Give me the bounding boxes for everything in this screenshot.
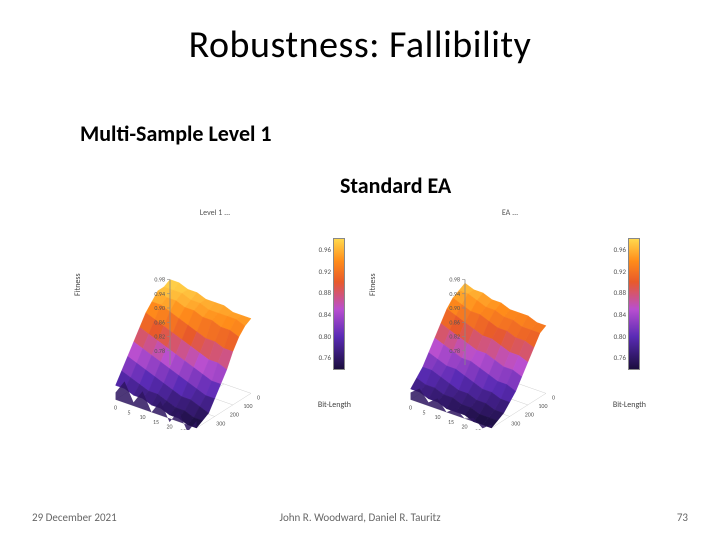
yaxis-label-right: Bit-Length [613,400,646,410]
svg-text:400: 400 [203,428,212,430]
svg-text:10: 10 [140,413,146,421]
svg-text:15: 15 [153,418,159,426]
zaxis-label-right: Fitness [368,273,378,296]
colorbar-tick: 0.76 [319,353,331,362]
zaxis-label-left: Fitness [73,273,83,296]
svg-text:20: 20 [167,423,173,430]
svg-text:300: 300 [511,419,520,427]
yaxis-label-left: Bit-Length [318,400,351,410]
svg-text:15: 15 [448,418,454,426]
slide-title: Robustness: Fallibility [0,22,720,68]
svg-text:10: 10 [435,413,441,421]
svg-text:0.98: 0.98 [154,276,165,284]
svg-text:0.86: 0.86 [154,318,165,326]
svg-text:0: 0 [257,393,260,401]
plot-title-right: EA ... [370,208,650,218]
colorbar-tick: 0.96 [319,245,331,254]
svg-text:25: 25 [180,427,186,430]
svg-text:400: 400 [498,428,507,430]
subtitle-multi-sample: Multi-Sample Level 1 [80,120,272,147]
slide: Robustness: Fallibility Multi-Sample Lev… [0,0,720,540]
colorbar-tick: 0.88 [614,288,626,297]
svg-text:25: 25 [475,427,481,430]
svg-text:300: 300 [216,419,225,427]
svg-text:0: 0 [552,393,555,401]
colorbar-left [333,238,345,370]
surface-svg-left: 0.78 0.82 0.86 0.90 0.94 0.98 0 5 10 15 20 25 300 100… [75,210,355,430]
colorbar-right [628,238,640,370]
svg-text:20: 20 [462,423,468,430]
colorbar-tick: 0.76 [614,353,626,362]
svg-text:200: 200 [230,411,239,419]
colorbar-tick: 0.88 [319,288,331,297]
svg-text:100: 100 [538,402,547,410]
colorbar-tick: 0.92 [614,267,626,276]
svg-text:0.98: 0.98 [449,276,460,284]
svg-text:0: 0 [114,404,117,412]
colorbar-tick: 0.84 [319,310,331,319]
svg-text:200: 200 [525,411,534,419]
plot-title-left: Level 1 ... [75,208,355,218]
colorbar-tick: 0.84 [614,310,626,319]
surface-svg-right: 0.78 0.82 0.86 0.90 0.94 0.98 0 5 10 15 20 25 300 100… [370,210,650,430]
svg-text:0.94: 0.94 [449,290,460,298]
colorbar-tick: 0.92 [319,267,331,276]
surface-plot-standard-ea: EA ... 0.78 0.82 0.86 0.90 0.94 0.98 0 5 10 15 20 2… [370,210,650,430]
subtitle-standard-ea: Standard EA [340,172,451,199]
svg-text:0.90: 0.90 [154,304,165,312]
svg-text:5: 5 [128,408,131,416]
svg-text:0.94: 0.94 [154,290,165,298]
footer-authors: John R. Woodward, Daniel R. Tauritz [0,511,720,524]
svg-text:0: 0 [409,404,412,412]
colorbar-tick: 0.80 [614,332,626,341]
svg-text:0.82: 0.82 [449,333,460,341]
surface-plot-multi-sample: Level 1 ... 0.78 0.82 0.86 0.90 0.94 0.98 0 5 10… [75,210,355,430]
colorbar-tick: 0.96 [614,245,626,254]
svg-text:0.82: 0.82 [154,333,165,341]
svg-text:100: 100 [243,402,252,410]
svg-text:0.78: 0.78 [154,347,165,355]
colorbar-tick: 0.80 [319,332,331,341]
svg-text:0.78: 0.78 [449,347,460,355]
footer-page-number: 73 [677,511,688,524]
svg-text:0.90: 0.90 [449,304,460,312]
svg-text:5: 5 [423,408,426,416]
svg-text:0.86: 0.86 [449,318,460,326]
